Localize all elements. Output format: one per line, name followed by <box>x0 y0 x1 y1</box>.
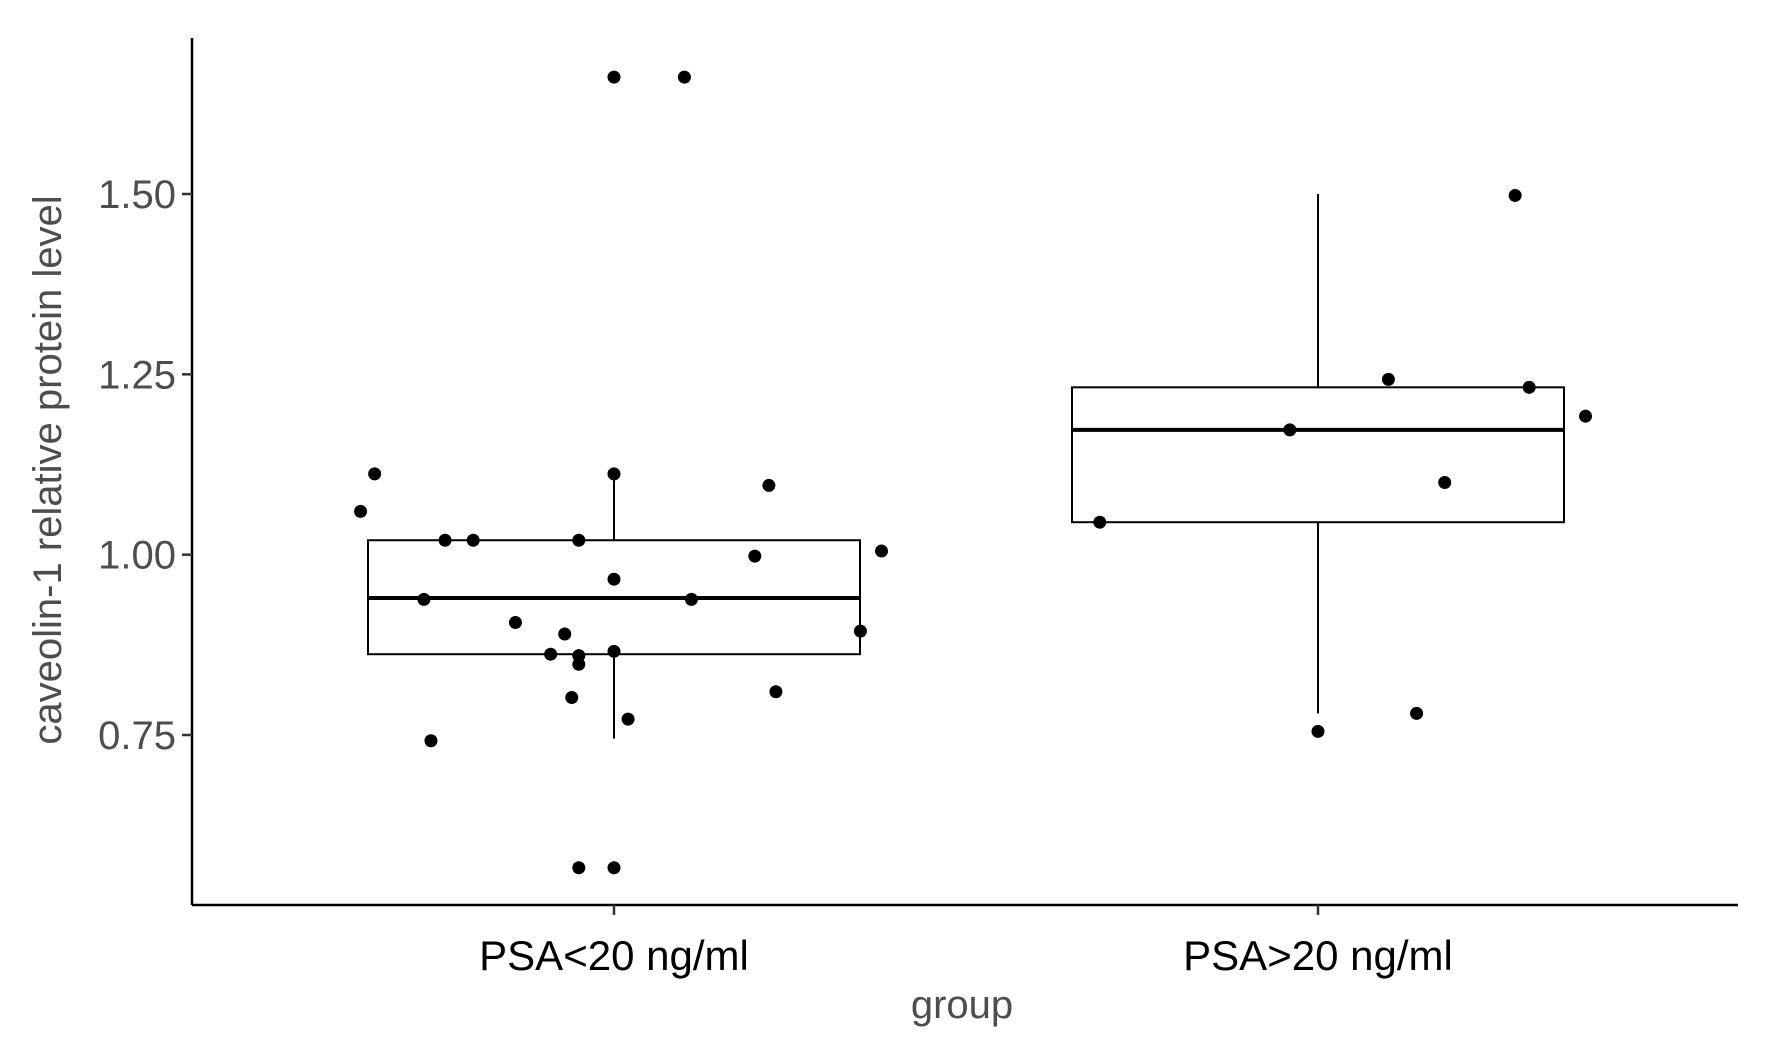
data-point <box>1381 372 1395 386</box>
y-tick-label: 1.50 <box>98 173 176 217</box>
data-point <box>1522 380 1536 394</box>
points-layer <box>354 70 1593 875</box>
x-axis-title: group <box>911 983 1013 1027</box>
data-point <box>368 467 382 481</box>
data-point <box>424 734 438 748</box>
iqr-box <box>1071 386 1565 524</box>
data-point <box>1311 724 1325 738</box>
boxes-layer <box>367 194 1565 739</box>
data-point <box>354 504 368 518</box>
data-point <box>684 592 698 606</box>
data-point <box>1093 515 1107 529</box>
data-point <box>607 644 621 658</box>
y-tick-label: 1.00 <box>98 534 176 578</box>
boxplot-group <box>1071 194 1565 714</box>
data-point <box>565 690 579 704</box>
data-point <box>607 467 621 481</box>
data-point <box>1410 706 1424 720</box>
data-point <box>1438 476 1452 490</box>
data-point <box>466 533 480 547</box>
data-point <box>438 533 452 547</box>
data-point <box>853 624 867 638</box>
axes-layer: 0.75 1.00 1.25 1.50 PSA<20 ng/ml PSA>20 ng/m… <box>98 38 1738 979</box>
data-point <box>417 592 431 606</box>
x-tick-label: PSA>20 ng/ml <box>1183 932 1453 979</box>
data-point <box>875 544 889 558</box>
data-point <box>1283 423 1297 437</box>
x-tick-label: PSA<20 ng/ml <box>479 932 749 979</box>
data-point <box>607 861 621 875</box>
y-tick-label: 0.75 <box>98 714 176 758</box>
data-point <box>769 685 783 699</box>
y-ticks: 0.75 1.00 1.25 1.50 <box>98 173 192 758</box>
data-point <box>621 712 635 726</box>
data-point <box>1508 188 1522 202</box>
data-point <box>508 615 522 629</box>
data-point <box>572 657 586 671</box>
data-point <box>748 549 762 563</box>
data-point <box>572 533 586 547</box>
data-point <box>572 861 586 875</box>
data-point <box>762 478 776 492</box>
y-axis-title: caveolin-1 relative protein level <box>26 195 70 744</box>
data-point <box>677 70 691 84</box>
data-point <box>1579 409 1593 423</box>
data-point <box>558 627 572 641</box>
data-point <box>607 70 621 84</box>
boxplot-group <box>367 473 861 739</box>
data-point <box>544 647 558 661</box>
x-ticks: PSA<20 ng/ml PSA>20 ng/ml <box>479 905 1453 979</box>
y-tick-label: 1.25 <box>98 353 176 397</box>
data-point <box>607 572 621 586</box>
